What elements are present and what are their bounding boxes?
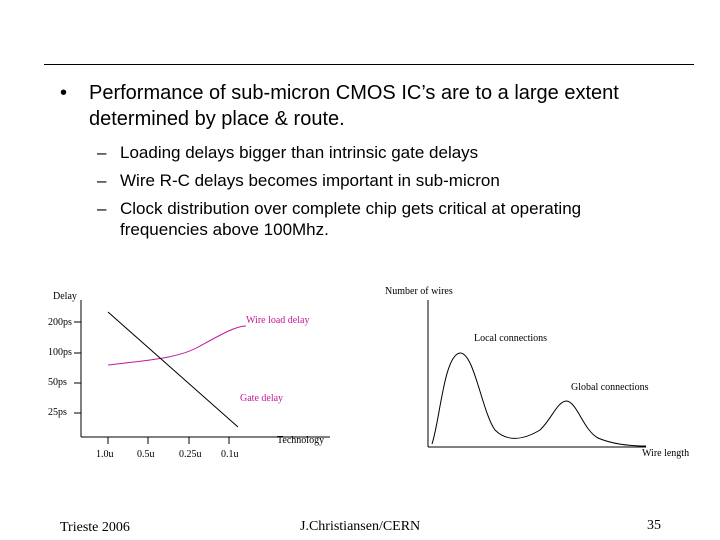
y-tick-label: 100ps: [48, 347, 72, 358]
x-tick-label: 1.0u: [96, 449, 114, 460]
sub-bullet-dash: –: [97, 171, 107, 190]
y-tick-label: 50ps: [48, 377, 67, 388]
wires-axis-title: Number of wires: [385, 286, 453, 297]
sub-bullet-dash: –: [97, 143, 107, 162]
gate-delay-line: [107, 311, 239, 428]
wire-load-delay-label: Wire load delay: [246, 315, 310, 326]
technology-axis-title: Technology: [277, 435, 325, 446]
gate-delay-label: Gate delay: [240, 393, 284, 404]
global-connections-label: Global connections: [571, 382, 649, 393]
local-connections-label: Local connections: [474, 333, 548, 344]
bullet-text: Performance of sub-micron CMOS IC’s are …: [89, 82, 619, 130]
x-tick-label: 0.1u: [221, 449, 239, 460]
page-number: 35: [647, 518, 661, 533]
sub-bullet-text: Wire R-C delays becomes important in sub…: [120, 171, 500, 190]
sub-bullet-text: Clock distribution over complete chip ge…: [120, 199, 582, 239]
delay-axis-title: Delay: [53, 291, 77, 302]
footer-event: Trieste 2006: [60, 520, 130, 535]
bullet-marker: •: [60, 82, 68, 104]
x-tick-label: 0.25u: [179, 449, 202, 460]
wire-distribution-curve: [431, 352, 647, 447]
x-tick-label: 0.5u: [137, 449, 155, 460]
wire-load-delay-line: [107, 325, 247, 366]
footer-author: J.Christiansen/CERN: [300, 519, 421, 534]
sub-bullet-text: Loading delays bigger than intrinsic gat…: [120, 143, 479, 162]
sub-bullet-dash: –: [97, 199, 107, 218]
y-tick-label: 25ps: [48, 407, 67, 418]
wire-length-axis-title: Wire length: [642, 448, 690, 459]
title-rule: [44, 64, 694, 65]
y-tick-label: 200ps: [48, 317, 72, 328]
